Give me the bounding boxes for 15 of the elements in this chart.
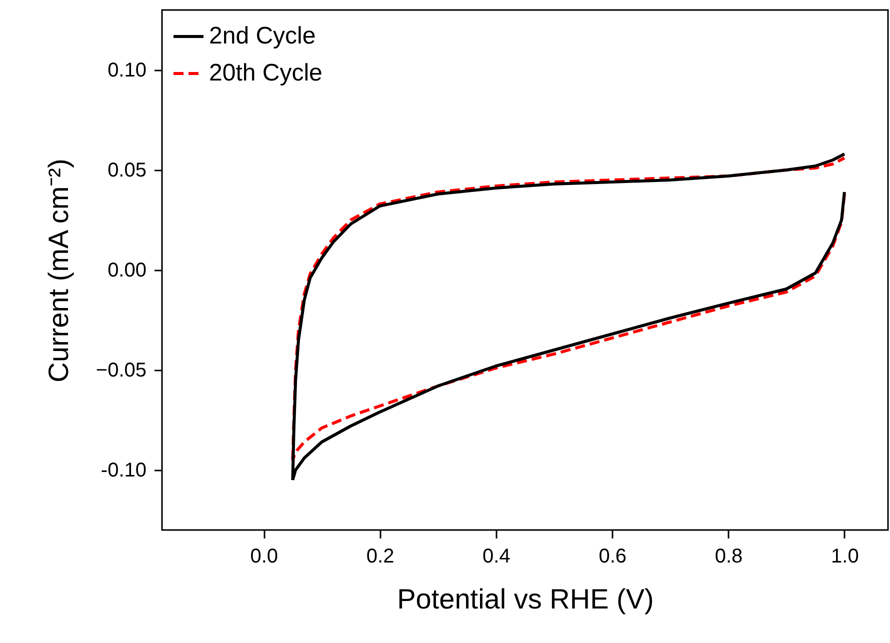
y-tick-label: -0.10	[100, 460, 146, 482]
legend-label: 20th Cycle	[209, 60, 322, 86]
x-tick-label: 0.6	[598, 546, 627, 568]
y-tick-label: 0.05	[108, 160, 146, 182]
x-tick-label: 0.2	[366, 546, 394, 568]
x-tick-label: 0.8	[714, 546, 743, 568]
y-tick-label: −0.05	[96, 360, 146, 382]
y-tick-label: 0.00	[108, 260, 146, 282]
x-tick-label: 1.0	[831, 546, 859, 568]
legend-label: 2nd Cycle	[209, 22, 316, 50]
y-axis-title: Current (mA cm⁻²)	[42, 158, 74, 382]
x-tick-label: 0.4	[482, 546, 510, 568]
y-tick-label: 0.10	[108, 60, 146, 82]
x-tick-label: 0.0	[250, 546, 278, 568]
x-axis-title: Potential vs RHE (V)	[397, 584, 654, 614]
